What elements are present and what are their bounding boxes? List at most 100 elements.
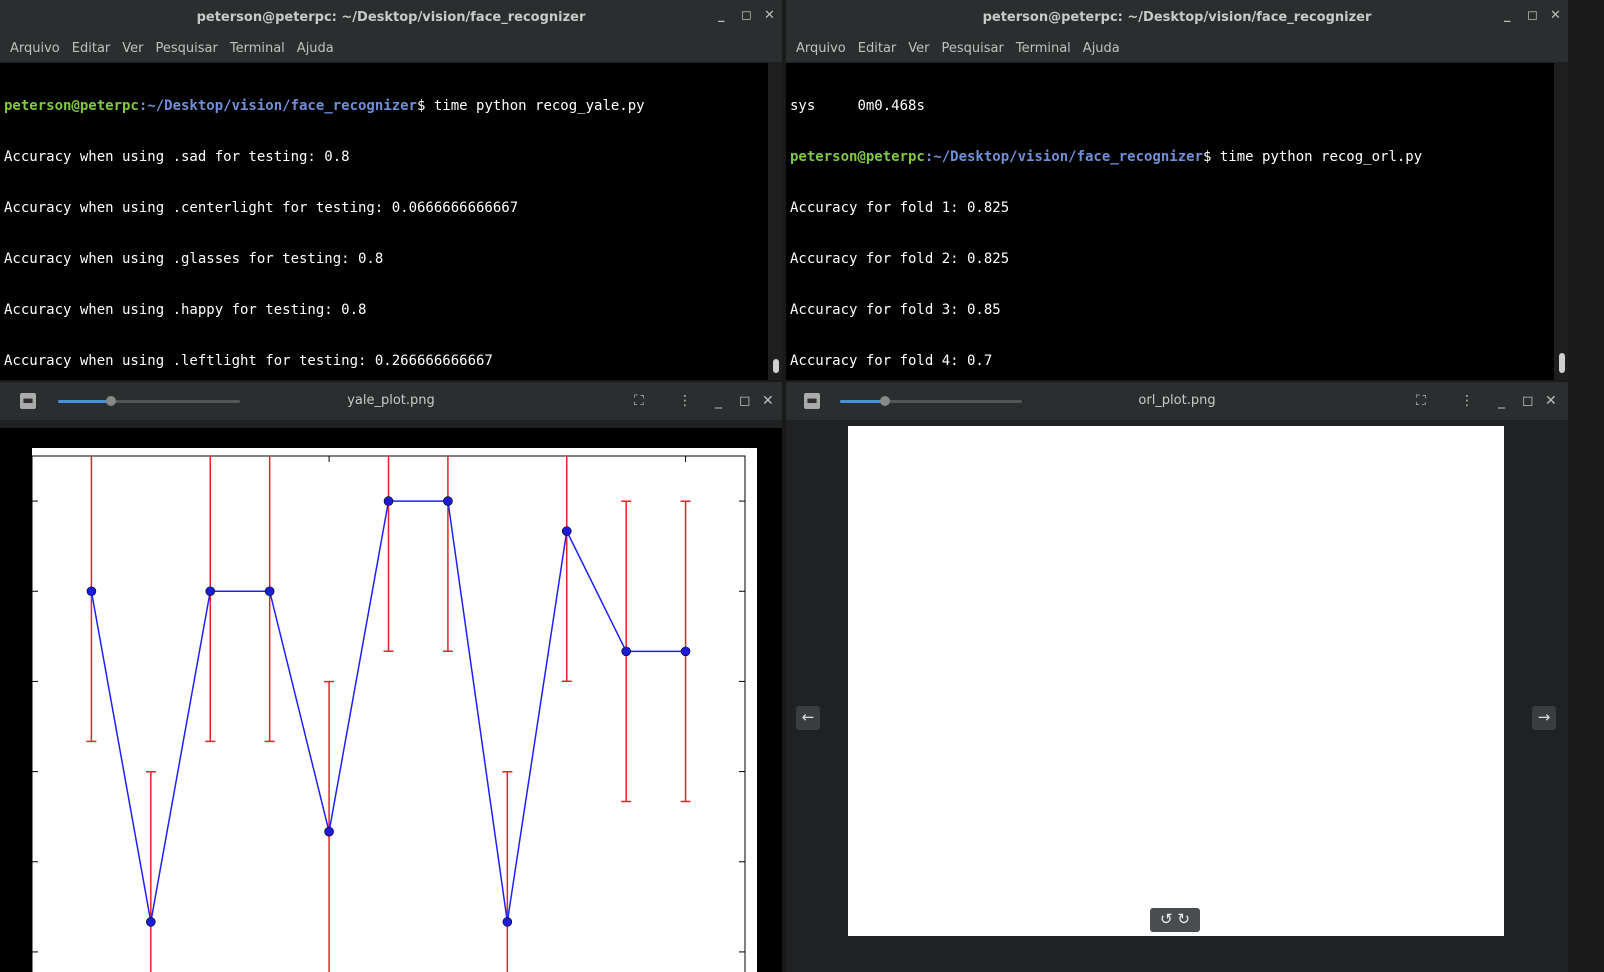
right-terminal-titlebar[interactable]: peterson@peterpc: ~/Desktop/vision/face_… [786,0,1568,35]
y-tick-label: 0.4 [0,763,22,783]
output-line: Accuracy when using .glasses for testing… [4,251,384,267]
y-tick-label: 1.0 [0,492,22,512]
data-point [680,646,691,657]
left-terminal-scrollbar[interactable] [768,63,782,380]
data-point [146,917,156,927]
y-tick-label: 0.8 [0,582,22,602]
scrollbar-thumb[interactable] [773,359,779,373]
data-point [264,586,275,597]
right-terminal-title: peterson@peterpc: ~/Desktop/vision/face_… [982,10,1372,25]
right-terminal-menubar: Arquivo Editar Ver Pesquisar Terminal Ajuda [786,35,1568,63]
output-line: Accuracy for fold 1: 0.825 [790,200,1010,216]
left-terminal-title: peterson@peterpc: ~/Desktop/vision/face_… [196,10,586,25]
right-terminal-window: peterson@peterpc: ~/Desktop/vision/face_… [786,0,1568,380]
left-viewer-canvas: 0.0 0.2 0.4 0.6 0.8 1.0 [0,420,782,972]
menu-editar[interactable]: Editar [71,41,111,56]
maximize-icon[interactable]: ◻ [741,8,752,23]
zoom-slider-knob[interactable] [106,396,116,406]
viewer-menu-icon[interactable]: ▬ [20,393,36,409]
viewer-menu-icon[interactable]: ▬ [804,393,820,409]
minimize-icon[interactable]: _ [715,393,722,409]
zoom-slider-fill [840,400,884,403]
fullscreen-icon[interactable]: ⛶ [634,393,644,409]
menu-terminal[interactable]: Terminal [229,41,285,56]
output-line: sys 0m0.468s [790,98,925,114]
output-line: Accuracy when using .sad for testing: 0.… [4,149,350,165]
menu-ajuda[interactable]: Ajuda [296,41,334,56]
chart-series [86,456,691,972]
output-line: Accuracy for fold 2: 0.825 [790,251,1010,267]
zoom-slider-fill [58,400,110,403]
minimize-icon[interactable]: _ [1504,8,1511,23]
output-line: Accuracy for fold 3: 0.85 [790,302,1001,318]
y-tick-label: 0.0 [0,943,22,963]
prompt-path: :~/Desktop/vision/face_recognizer [138,98,418,114]
close-icon[interactable]: ✕ [1545,393,1557,409]
output-line: Accuracy when using .centerlight for tes… [4,200,519,216]
zoom-slider[interactable] [58,396,240,406]
orl-plot-image [848,426,1504,936]
data-point [443,496,453,506]
data-point [383,496,394,506]
left-terminal-output[interactable]: peterson@peterpc:~/Desktop/vision/face_r… [0,63,768,380]
minimize-icon[interactable]: _ [1498,393,1505,409]
more-options-icon[interactable]: ⋮ [1460,393,1474,409]
menu-arquivo[interactable]: Arquivo [796,41,846,56]
menu-ver[interactable]: Ver [122,41,144,56]
more-options-icon[interactable]: ⋮ [678,393,692,409]
y-tick-label: 0.2 [0,853,22,873]
command-text: time python recog_orl.py [1219,149,1423,165]
fullscreen-icon[interactable]: ⛶ [1416,393,1426,409]
prompt-sigil: $ [1203,149,1220,165]
data-point [205,586,216,597]
rotate-right-icon[interactable]: ↻ [1177,910,1190,928]
zoom-slider[interactable] [840,396,1022,406]
data-point [621,646,631,657]
scrollbar-thumb[interactable] [1559,353,1565,373]
left-terminal-titlebar[interactable]: peterson@peterpc: ~/Desktop/vision/face_… [0,0,782,35]
zoom-slider-knob[interactable] [880,396,890,406]
minimize-icon[interactable]: _ [718,8,725,23]
menu-pesquisar[interactable]: Pesquisar [941,41,1004,56]
close-icon[interactable]: ✕ [1550,8,1561,23]
maximize-icon[interactable]: ◻ [739,393,751,409]
output-line: Accuracy when using .happy for testing: … [4,302,367,318]
menu-ver[interactable]: Ver [908,41,930,56]
maximize-icon[interactable]: ◻ [1527,8,1538,23]
prompt-sigil: $ [417,98,434,114]
next-image-button[interactable]: → [1532,706,1556,730]
output-line: Accuracy when using .leftlight for testi… [4,353,493,369]
command-text: time python recog_yale.py [433,98,645,114]
yale-plot-svg: 0.0 0.2 0.4 0.6 0.8 1.0 [0,448,757,972]
left-image-viewer: ▬ yale_plot.png ⛶ ⋮ _ ◻ ✕ 0.0 0.2 0.4 0.6 0.… [0,382,782,972]
data-point [561,526,572,536]
close-icon[interactable]: ✕ [762,393,774,409]
left-terminal-window: peterson@peterpc: ~/Desktop/vision/face_… [0,0,782,380]
y-tick-label: 0.6 [0,672,22,692]
right-terminal-output[interactable]: sys 0m0.468s peterson@peterpc:~/Desktop/… [786,63,1554,380]
right-viewer-canvas: ← → ↺ ↻ [786,420,1568,972]
rotate-controls: ↺ ↻ [1150,908,1200,932]
menu-terminal[interactable]: Terminal [1015,41,1071,56]
prompt-line: peterson@peterpc:~/Desktop/vision/face_r… [790,149,1554,166]
close-icon[interactable]: ✕ [764,8,775,23]
data-point [86,586,97,597]
right-image-viewer: ▬ orl_plot.png ⛶ ⋮ _ ◻ ✕ ← → ↺ ↻ [786,382,1568,972]
menu-arquivo[interactable]: Arquivo [10,41,60,56]
maximize-icon[interactable]: ◻ [1522,393,1534,409]
prompt-path: :~/Desktop/vision/face_recognizer [924,149,1204,165]
left-viewer-header[interactable]: ▬ yale_plot.png ⛶ ⋮ _ ◻ ✕ [0,382,782,420]
right-viewer-header[interactable]: ▬ orl_plot.png ⛶ ⋮ _ ◻ ✕ [786,382,1568,420]
prompt-user: peterson@peterpc [790,149,925,165]
right-terminal-scrollbar[interactable] [1554,63,1568,380]
previous-image-button[interactable]: ← [796,706,820,730]
data-point [502,917,513,927]
menu-editar[interactable]: Editar [857,41,897,56]
prompt-line: peterson@peterpc:~/Desktop/vision/face_r… [4,98,768,115]
menu-ajuda[interactable]: Ajuda [1082,41,1120,56]
output-line: Accuracy for fold 4: 0.7 [790,353,993,369]
rotate-left-icon[interactable]: ↺ [1160,910,1173,928]
yale-plot-image: 0.0 0.2 0.4 0.6 0.8 1.0 [0,428,782,972]
menu-pesquisar[interactable]: Pesquisar [155,41,218,56]
right-viewer-title: orl_plot.png [1138,393,1216,408]
